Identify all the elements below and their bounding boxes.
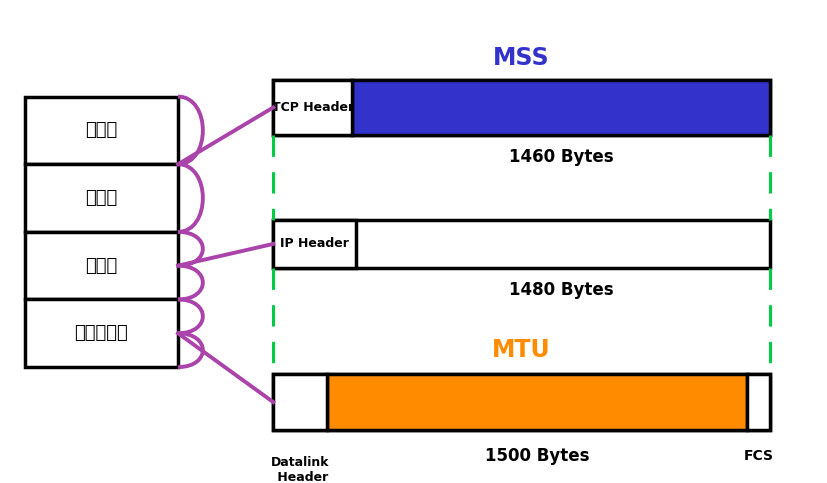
- Text: MSS: MSS: [493, 46, 549, 70]
- Text: 应用层: 应用层: [85, 121, 117, 140]
- Text: Datalink
 Header: Datalink Header: [270, 456, 329, 483]
- Bar: [25, 232, 178, 299]
- Bar: [273, 220, 769, 268]
- Text: TCP Header: TCP Header: [271, 101, 353, 114]
- Bar: [25, 97, 178, 164]
- Text: FCS: FCS: [743, 450, 772, 463]
- Bar: [351, 80, 769, 135]
- Text: 1460 Bytes: 1460 Bytes: [508, 148, 613, 166]
- Text: 数据链路层: 数据链路层: [74, 324, 128, 342]
- Bar: [273, 80, 351, 135]
- Bar: [746, 374, 769, 430]
- Text: 1480 Bytes: 1480 Bytes: [508, 281, 613, 299]
- Text: 网络层: 网络层: [85, 256, 117, 275]
- Bar: [327, 374, 746, 430]
- Text: 传输层: 传输层: [85, 189, 117, 207]
- Bar: [25, 164, 178, 232]
- Bar: [273, 80, 769, 135]
- Text: 1500 Bytes: 1500 Bytes: [484, 447, 589, 466]
- Bar: [273, 374, 769, 430]
- Text: MTU: MTU: [492, 338, 550, 362]
- Bar: [25, 299, 178, 367]
- Bar: [273, 374, 327, 430]
- Text: IP Header: IP Header: [280, 238, 349, 250]
- Bar: [273, 220, 356, 268]
